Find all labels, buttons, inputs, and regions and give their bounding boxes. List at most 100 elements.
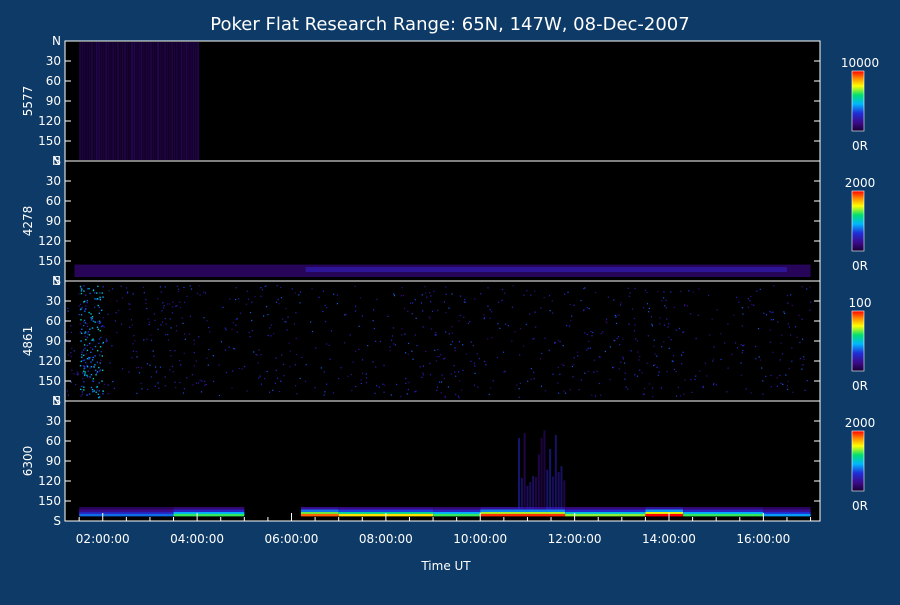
noise-point — [429, 374, 431, 376]
noise-point — [422, 310, 424, 312]
noise-point — [361, 359, 364, 361]
emission-glow — [79, 513, 174, 517]
y-tick-label: 120 — [38, 474, 61, 488]
intensity-stripe — [98, 42, 101, 160]
noise-point — [90, 347, 92, 349]
noise-point — [190, 288, 193, 290]
noise-point — [94, 345, 97, 348]
y-tick-label: N — [52, 394, 61, 408]
noise-point — [323, 394, 325, 396]
noise-point — [394, 344, 397, 346]
y-tick-label: S — [53, 154, 61, 168]
noise-point — [434, 349, 436, 351]
noise-point — [451, 332, 453, 334]
noise-point — [772, 311, 774, 313]
noise-point — [83, 354, 85, 357]
noise-point — [424, 286, 426, 288]
intensity-stripe — [90, 42, 93, 160]
noise-point — [92, 391, 94, 393]
noise-point — [444, 357, 446, 359]
noise-point — [305, 364, 307, 366]
noise-point — [598, 356, 600, 358]
noise-point — [251, 301, 253, 303]
noise-point — [485, 364, 487, 366]
noise-point — [702, 386, 704, 389]
noise-point — [82, 359, 84, 362]
noise-point — [683, 304, 686, 307]
noise-point — [754, 345, 757, 348]
noise-point — [583, 309, 585, 312]
intensity-stripe — [123, 42, 126, 160]
noise-point — [289, 366, 291, 368]
noise-point — [289, 350, 291, 352]
noise-point — [116, 331, 118, 334]
noise-point — [527, 380, 529, 382]
noise-point — [85, 294, 87, 296]
noise-point — [352, 361, 354, 363]
noise-point — [245, 303, 248, 305]
noise-point — [474, 298, 476, 300]
noise-point — [247, 298, 250, 300]
noise-point — [544, 337, 546, 339]
noise-point — [235, 324, 237, 326]
noise-point — [543, 297, 545, 299]
noise-point — [801, 368, 803, 370]
noise-point — [532, 338, 534, 340]
noise-point — [80, 319, 82, 321]
y-tick-label: 60 — [46, 434, 61, 448]
noise-point — [769, 329, 771, 331]
noise-point — [315, 347, 317, 349]
noise-point — [140, 382, 142, 385]
noise-point — [571, 365, 574, 368]
noise-point — [593, 371, 595, 373]
noise-point — [86, 364, 88, 367]
noise-point — [170, 327, 172, 329]
noise-point — [539, 358, 542, 360]
intensity-stripe — [112, 42, 115, 160]
noise-point — [443, 358, 445, 360]
noise-point — [762, 380, 764, 382]
noise-point — [81, 391, 84, 393]
noise-point — [429, 292, 431, 294]
noise-point — [458, 396, 460, 399]
noise-point — [107, 384, 109, 386]
noise-point — [403, 307, 406, 309]
noise-point — [743, 344, 745, 346]
intensity-stripe — [86, 42, 89, 160]
y-tick-label: S — [53, 274, 61, 288]
intensity-stripe — [182, 42, 185, 160]
noise-point — [770, 319, 772, 321]
noise-point — [231, 387, 233, 389]
intensity-stripe — [81, 42, 84, 160]
noise-point — [172, 301, 174, 303]
noise-point — [92, 365, 95, 367]
noise-point — [102, 342, 104, 345]
noise-point — [448, 333, 450, 335]
noise-point — [101, 325, 104, 327]
emission-glow — [683, 509, 764, 514]
emission-plume — [551, 476, 554, 510]
noise-point — [806, 288, 808, 290]
noise-point — [435, 360, 437, 362]
noise-point — [519, 382, 521, 384]
noise-point — [619, 304, 622, 306]
noise-point — [570, 319, 572, 322]
noise-point — [459, 295, 462, 297]
intensity-stripe — [180, 42, 183, 160]
noise-point — [92, 380, 94, 382]
noise-point — [96, 349, 99, 352]
noise-point — [82, 321, 85, 323]
noise-point — [567, 291, 569, 293]
noise-point — [165, 334, 167, 336]
noise-point — [540, 307, 542, 309]
noise-point — [801, 318, 803, 320]
noise-point — [320, 367, 322, 369]
noise-point — [810, 301, 812, 303]
noise-point — [460, 389, 463, 391]
noise-point — [806, 380, 808, 382]
noise-point — [96, 321, 98, 323]
noise-point — [90, 386, 93, 389]
noise-point — [694, 378, 696, 380]
emission-glow — [300, 512, 339, 516]
